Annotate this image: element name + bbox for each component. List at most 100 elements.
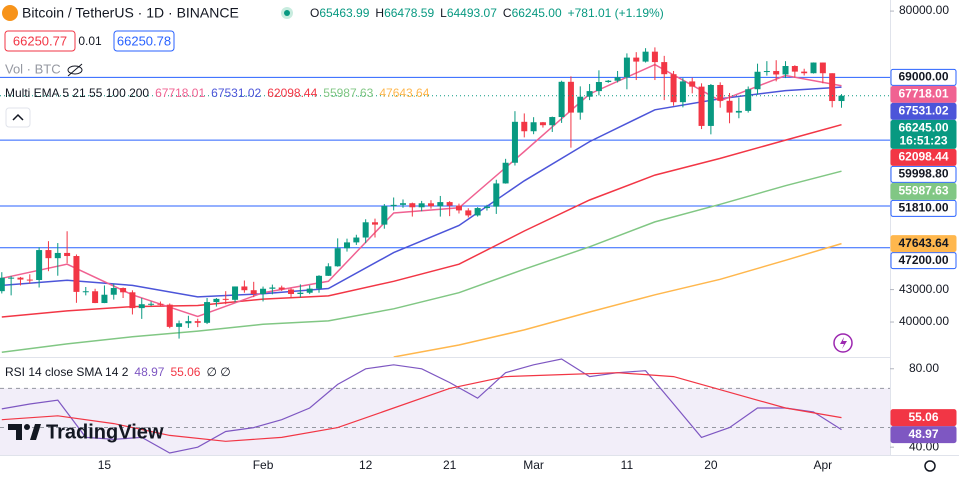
candle-body bbox=[717, 84, 724, 101]
x-tick-label: 21 bbox=[443, 458, 457, 472]
candle-body bbox=[185, 321, 192, 324]
candle-body bbox=[679, 81, 686, 103]
candle-body bbox=[782, 66, 789, 75]
x-tick-label: 15 bbox=[98, 458, 112, 472]
volume-legend: Vol · BTC bbox=[5, 61, 61, 76]
change: +781.01 (+1.19%) bbox=[568, 6, 664, 20]
candle-body bbox=[73, 256, 80, 292]
candle-body bbox=[232, 286, 239, 300]
hide-icon[interactable] bbox=[67, 63, 83, 77]
buy-button[interactable] bbox=[113, 30, 175, 52]
candle-body bbox=[465, 210, 472, 216]
candle-body bbox=[26, 279, 33, 281]
buy-price: 66250.78 bbox=[117, 33, 171, 48]
candle-body bbox=[8, 277, 15, 279]
candle-body bbox=[54, 252, 61, 259]
candle-body bbox=[838, 95, 845, 102]
x-tick-label: 11 bbox=[621, 458, 634, 472]
candle-body bbox=[773, 71, 780, 75]
candle-body bbox=[483, 206, 490, 209]
candle-body bbox=[45, 250, 52, 259]
rsi-legend: RSI 14 close SMA 14 2 48.97 55.06 ∅ ∅ bbox=[5, 365, 231, 379]
ohlc-value: 66245.00 bbox=[512, 6, 562, 20]
price-label: 59998.80 bbox=[898, 167, 948, 181]
candle-body bbox=[390, 204, 397, 207]
candle-body bbox=[297, 292, 304, 294]
price-label-box bbox=[890, 102, 957, 120]
ohlc-name: L bbox=[440, 6, 447, 20]
candle-body bbox=[418, 203, 425, 208]
y-tick-label: 80.00 bbox=[909, 361, 939, 375]
indicator-name: Multi EMA 5 21 55 100 200 bbox=[5, 86, 149, 100]
price-label: 67718.01 bbox=[898, 87, 948, 101]
spread: 0.01 bbox=[78, 34, 102, 48]
candle-body bbox=[101, 294, 108, 304]
candle-body bbox=[194, 321, 201, 323]
price-label: 51810.00 bbox=[898, 201, 948, 215]
candle-body bbox=[110, 288, 117, 295]
candle-body bbox=[241, 286, 248, 291]
candle-body bbox=[399, 203, 406, 205]
candle-body bbox=[427, 203, 434, 207]
candle-body bbox=[577, 96, 584, 113]
price-label: 67531.02 bbox=[898, 104, 948, 118]
candle-body bbox=[381, 206, 388, 225]
candle-body bbox=[176, 323, 183, 327]
candle-body bbox=[455, 205, 462, 211]
price-label-box bbox=[890, 426, 957, 444]
overlay: Bitcoin / TetherUS · 1D · BINANCE O65463… bbox=[2, 5, 936, 472]
candle-body bbox=[642, 51, 649, 62]
x-tick-label: Feb bbox=[253, 458, 274, 472]
x-tick-label: Apr bbox=[813, 458, 832, 472]
candle-body bbox=[129, 292, 136, 309]
candle-body bbox=[707, 84, 714, 126]
ema-value: 55987.63 bbox=[323, 86, 373, 100]
candle-body bbox=[661, 62, 668, 75]
sell-button[interactable] bbox=[4, 30, 76, 52]
candle-body bbox=[633, 57, 640, 62]
ema-line bbox=[1, 170, 842, 353]
price-label-box bbox=[890, 68, 957, 86]
candle-body bbox=[334, 248, 341, 267]
price-label: 48.97 bbox=[908, 427, 938, 441]
price-label: 66245.00 bbox=[898, 121, 948, 135]
candle-body bbox=[763, 71, 770, 73]
candle-body bbox=[316, 275, 323, 289]
candle-body bbox=[82, 291, 89, 293]
candle-body bbox=[278, 287, 285, 290]
candle-body bbox=[614, 77, 621, 81]
candle-body bbox=[502, 162, 509, 184]
candle-body bbox=[362, 222, 369, 238]
candle-body bbox=[372, 222, 378, 225]
collapse-icon bbox=[12, 113, 24, 121]
candle-body bbox=[250, 290, 257, 294]
candle-body bbox=[213, 298, 220, 303]
price-pane bbox=[0, 47, 890, 357]
candle-body bbox=[689, 81, 696, 87]
candle-body bbox=[120, 288, 127, 293]
ohlc-name: O bbox=[310, 6, 319, 20]
candle-body bbox=[166, 304, 173, 327]
candle-body bbox=[735, 110, 742, 113]
candle-body bbox=[791, 66, 798, 72]
price-label: 47200.00 bbox=[898, 253, 948, 267]
candle-body bbox=[306, 288, 313, 293]
price-label: 62098.44 bbox=[898, 150, 948, 164]
candle-body bbox=[698, 86, 705, 126]
x-tick-label: 20 bbox=[704, 458, 718, 472]
candle-body bbox=[745, 89, 752, 111]
candle-body bbox=[344, 242, 351, 249]
logo bbox=[8, 424, 41, 440]
collapse-button[interactable] bbox=[5, 107, 31, 128]
candle-body bbox=[754, 71, 761, 90]
rsi-extra: ∅ ∅ bbox=[206, 365, 230, 379]
candle-body bbox=[511, 121, 518, 163]
candle-body bbox=[530, 122, 537, 132]
ohlc-value: 66478.59 bbox=[384, 6, 434, 20]
settings-icon[interactable] bbox=[924, 460, 936, 472]
y-tick-label: 40000.00 bbox=[899, 314, 949, 328]
symbol-title[interactable]: Bitcoin / TetherUS · 1D · BINANCE bbox=[22, 5, 239, 21]
candle-body bbox=[810, 62, 817, 74]
price-label: 55.06 bbox=[908, 410, 938, 424]
